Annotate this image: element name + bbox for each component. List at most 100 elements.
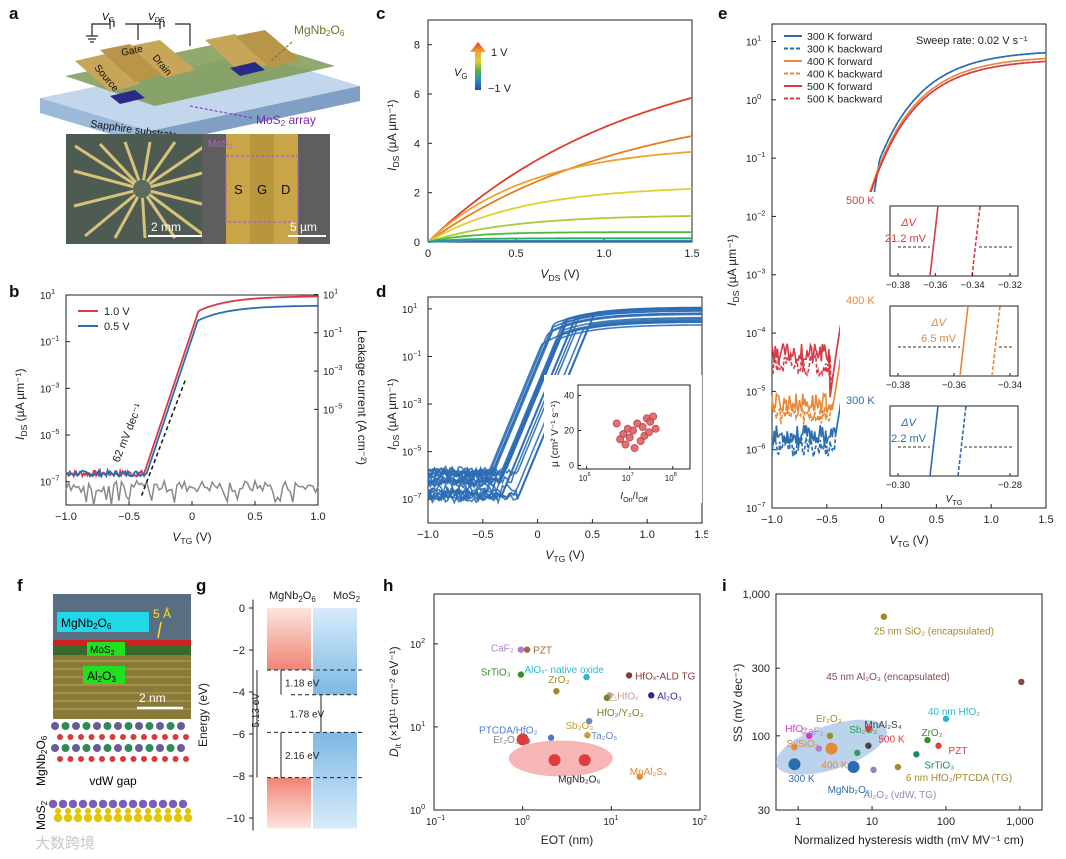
point-label: Al₂O₃ (vdW, TG): [864, 790, 937, 801]
y2-tick-label: 101: [323, 287, 338, 302]
y-axis-label: SS (mV dec⁻¹): [731, 664, 745, 742]
y-tick-label: 100: [752, 731, 770, 743]
data-point: [935, 742, 942, 749]
data-point: [517, 646, 525, 653]
y-tick-label: 100: [746, 92, 761, 107]
panel-letter-b: b: [9, 282, 20, 301]
x-axis-label: Normalized hysteresis width (mV MV⁻¹ cm): [794, 833, 1024, 847]
point-label: 25 nm SiO₂ (encapsulated): [874, 627, 994, 638]
y-tick-label: 8: [414, 40, 420, 52]
atom: [130, 734, 137, 740]
mobility-point: [612, 419, 621, 428]
atom: [158, 799, 168, 809]
data-point: [865, 725, 872, 732]
legend-label: 300 K forward: [807, 31, 873, 43]
y-axis-label: Energy (eV): [196, 683, 210, 747]
atom: [99, 734, 105, 740]
point-label: Al₂O₃: [657, 691, 682, 702]
atom: [151, 734, 158, 740]
atom: [124, 744, 133, 752]
mgnb2o6-region: [508, 740, 613, 777]
y-tick-label: 10−3: [40, 380, 59, 395]
x-tick-label: 0.5: [508, 248, 523, 260]
y-tick-label: 10−1: [402, 348, 421, 363]
x-tick-label: 1.0: [984, 514, 999, 526]
mobility-point: [616, 435, 625, 444]
colorbar-label: VG: [454, 67, 468, 81]
atom: [72, 744, 80, 752]
atom: [178, 799, 188, 809]
plot-frame: [775, 593, 1043, 811]
y-tick-label: 10−6: [746, 442, 765, 457]
y2-tick-label: 10−5: [323, 401, 342, 416]
vg-label: VG: [102, 12, 115, 24]
chart-e-hysteresis: −1.0 −0.5 0 0.5 1.0 1.5 101 100 10−1 10−2 10−3 10−4…: [725, 23, 1054, 549]
mobility-point: [644, 428, 653, 437]
atom: [148, 799, 158, 809]
atom: [103, 744, 112, 752]
data-point: [815, 745, 823, 752]
atom: [78, 756, 84, 762]
y-tick-label: 6: [414, 89, 420, 101]
inset-delta-v: ΔV: [900, 417, 917, 429]
col-mos2-label: MoS2: [333, 590, 360, 604]
atom: [177, 744, 185, 752]
y-tick-label: 101: [402, 301, 417, 316]
atom: [99, 756, 105, 762]
chart-d-variability: −1.0 −0.5 0 0.5 1.0 1.5 101 10−1 10−3 10−5 10−7 VTG…: [385, 296, 708, 564]
inset-frame: [577, 384, 691, 470]
x-tick-label: −1.0: [55, 511, 77, 523]
atom: [185, 808, 191, 814]
mobility-point: [625, 433, 634, 442]
data-point: [880, 613, 888, 620]
point-label: PZT: [533, 646, 552, 657]
point-label: Si/SiO₂: [786, 739, 818, 750]
atom: [63, 813, 73, 823]
drain-d-label: D: [281, 182, 290, 197]
point-label: HfOₓ-ALD TG: [635, 671, 696, 682]
point-label: PTCDA/HfO₂: [479, 726, 537, 737]
x-tick-label: 100: [515, 813, 530, 828]
y-tick-label: 1,000: [742, 589, 770, 601]
inset-x-tick-label: 107: [622, 472, 634, 483]
x-tick-label: 101: [603, 813, 618, 828]
atom: [172, 756, 179, 762]
atom: [93, 813, 103, 823]
data-point: [942, 715, 950, 723]
data-point: [913, 751, 920, 758]
atom: [103, 813, 113, 823]
tem-mgnb2o6-label: MgNb2O6: [61, 616, 112, 631]
gap-value: 1.78 eV: [290, 710, 325, 721]
data-point: [854, 749, 861, 757]
x-axis-label: VTG (V): [545, 548, 584, 564]
source-s-label: S: [234, 182, 243, 197]
gap-value: 2.16 eV: [285, 751, 320, 762]
atom: [141, 756, 147, 762]
data-point: [791, 743, 798, 751]
x-tick-label: −1.0: [417, 529, 439, 541]
sweep-rate-note: Sweep rate: 0.02 V s⁻¹: [916, 35, 1028, 47]
y-tick-label: 10−3: [402, 396, 421, 411]
panel-letter-f: f: [17, 576, 23, 595]
chart-i-ss-hysteresis: 1 10 100 1,000 30 100 300 1,000 Normalized hyste…: [731, 589, 1043, 847]
atom: [93, 744, 101, 752]
y-tick-label: 10−2: [746, 208, 765, 223]
atom: [125, 808, 131, 814]
colorbar: [470, 42, 486, 90]
atom: [114, 722, 122, 730]
atom: [82, 744, 91, 752]
transfer-curve: [427, 320, 702, 480]
output-curve: [427, 97, 693, 243]
legend-label: 400 K forward: [807, 56, 873, 68]
atom: [53, 813, 63, 823]
atom: [151, 756, 158, 762]
panel-letter-g: g: [196, 576, 207, 595]
y2-tick-label: 10−3: [323, 363, 342, 378]
y-tick-label: 101: [40, 287, 55, 302]
data-point: [826, 732, 834, 740]
x-tick-label: −0.5: [118, 511, 140, 523]
x-tick-label: 10: [866, 816, 878, 828]
data-point: [865, 742, 872, 749]
mgnb2o6-star: [578, 754, 591, 767]
vdw-gap-label: vdW gap: [89, 774, 137, 788]
